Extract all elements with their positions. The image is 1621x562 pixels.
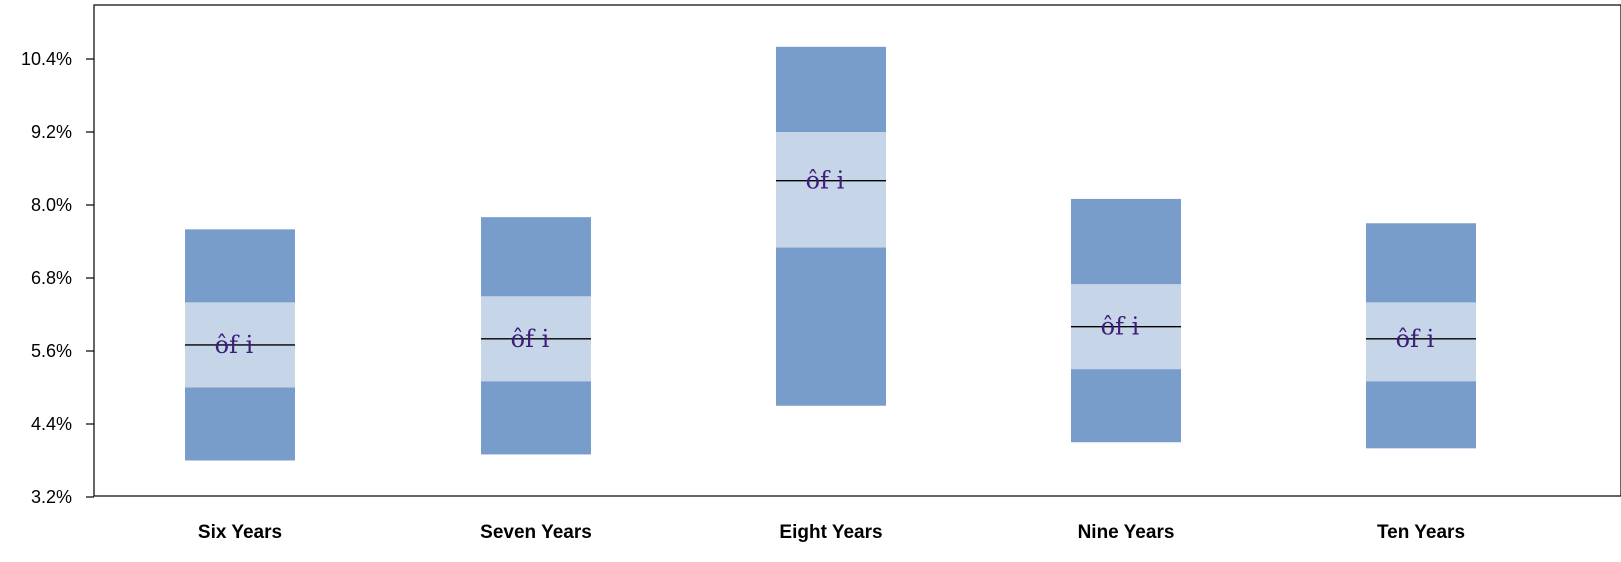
- bar-group: ôf i: [481, 217, 591, 455]
- bar-annotation: ôf i: [806, 167, 845, 195]
- y-axis: 3.2% 4.4% 5.6% 6.8% 8.0% 9.2% 10.4%: [21, 49, 94, 507]
- y-tick-label: 3.2%: [31, 487, 72, 507]
- x-axis-labels: Six Years Seven Years Eight Years Nine Year…: [198, 522, 1465, 543]
- y-tick-label: 9.2%: [31, 122, 72, 142]
- x-category-label: Eight Years: [779, 522, 882, 543]
- bar-annotation: ôf i: [215, 331, 254, 359]
- bar-group: ôf i: [1366, 223, 1476, 449]
- y-tick-label: 5.6%: [31, 341, 72, 361]
- bar-annotation: ôf i: [1101, 313, 1140, 341]
- bar-group: ôf i: [776, 46, 886, 406]
- y-tick-label: 10.4%: [21, 49, 72, 69]
- x-category-label: Seven Years: [480, 522, 592, 543]
- bar-group: ôf i: [1071, 198, 1181, 443]
- y-tick-label: 8.0%: [31, 195, 72, 215]
- bar-group: ôf i: [185, 229, 295, 461]
- bar-annotation: ôf i: [1396, 325, 1435, 353]
- y-tick-label: 6.8%: [31, 268, 72, 288]
- x-category-label: Ten Years: [1377, 522, 1465, 543]
- y-tick-label: 4.4%: [31, 414, 72, 434]
- plot-frame: [93, 4, 1621, 497]
- x-category-label: Six Years: [198, 522, 282, 543]
- bars: ôf i ôf i ôf i ôf i ôf i: [185, 46, 1476, 461]
- x-category-label: Nine Years: [1078, 522, 1175, 543]
- bar-annotation: ôf i: [511, 325, 550, 353]
- inner-band: [1366, 302, 1476, 382]
- inner-band: [776, 132, 886, 248]
